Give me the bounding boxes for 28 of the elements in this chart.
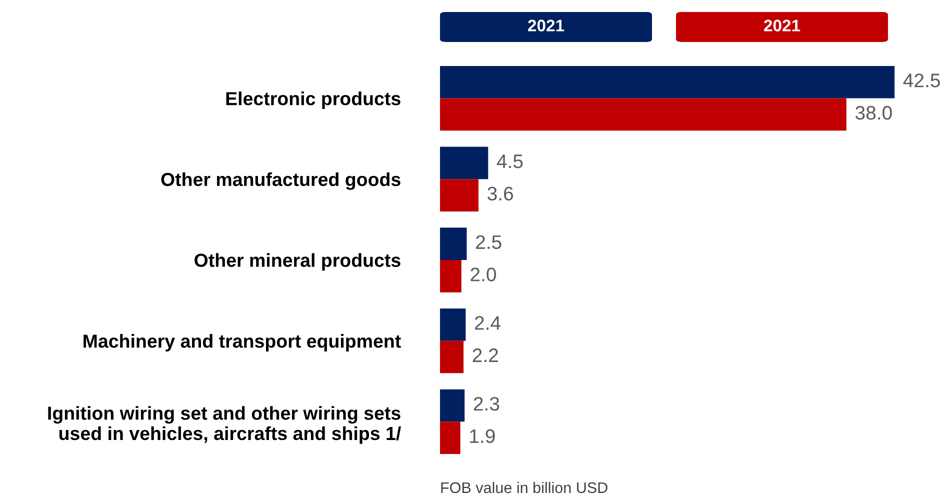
text: 2021 (764, 20, 800, 32)
bar (440, 389, 465, 422)
data-label: 38.0 (855, 106, 892, 120)
y-tick-label: Other manufactured goods (161, 172, 400, 190)
data-label: 2.2 (472, 348, 498, 362)
data-label: 4.5 (496, 154, 523, 168)
bar (440, 66, 895, 98)
bar (440, 308, 466, 341)
data-label: 1.9 (470, 429, 495, 444)
bar (440, 260, 462, 292)
text: FOB value in billion USD (441, 482, 608, 494)
bar (440, 146, 488, 180)
y-tick-label: Machinery and transport equipment (84, 334, 401, 352)
bar (440, 422, 460, 454)
y-tick-label: Electronic products (226, 92, 400, 109)
data-label: 2.0 (470, 268, 496, 282)
data-label: 2.3 (474, 396, 500, 411)
data-label: 2.5 (476, 235, 502, 250)
y-tick-label: Ignition wiring set and other wiring sets used in vehicles, aircrafts and ships 1/ (48, 406, 401, 444)
bar (440, 179, 479, 212)
data-label: 3.6 (488, 186, 514, 201)
text: 2021 (528, 20, 564, 32)
bar (440, 98, 846, 131)
bar (440, 340, 464, 374)
data-label: 42.5 (903, 74, 940, 88)
data-label: 2.4 (474, 316, 500, 330)
y-tick-label: Other mineral products (194, 253, 400, 271)
bar (440, 228, 467, 260)
